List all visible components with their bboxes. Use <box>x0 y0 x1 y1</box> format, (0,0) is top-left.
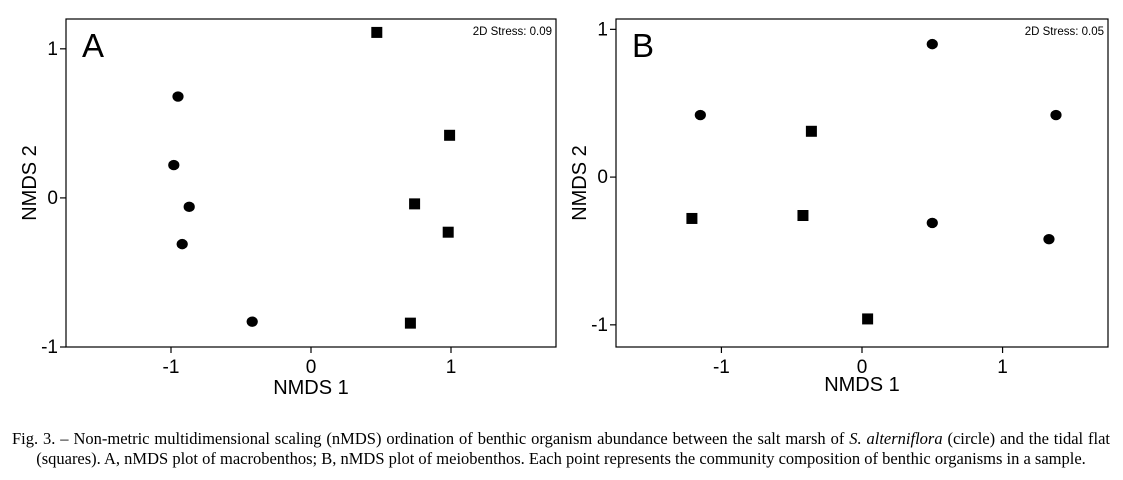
circle-point <box>246 316 258 327</box>
stress-label: 2D Stress: 0.05 <box>1025 26 1104 38</box>
square-point <box>797 210 809 222</box>
square-point <box>442 226 454 238</box>
circle-point <box>1050 109 1062 121</box>
square-point <box>371 26 383 38</box>
circle-point <box>926 217 938 229</box>
caption-text-end: (circle) and the tidal flat (squares). A… <box>36 428 1111 468</box>
square-point <box>686 212 698 224</box>
circle-point <box>172 91 184 102</box>
figure-caption: Fig. 3. – Non-metric multidimensional sc… <box>12 429 1110 469</box>
circle-point <box>1043 233 1055 245</box>
circle-point <box>926 38 938 50</box>
circle-point <box>183 201 195 213</box>
figure: -1 0 1 -1 0 1 A 2D Stress: 0.09 NMDS 1 NMDS 2 -1 0 1… <box>19 18 1109 399</box>
y-axis-label: NMDS 2 <box>19 145 41 221</box>
stress-label: 2D Stress: 0.09 <box>473 26 552 38</box>
panel-b: -1 0 1 -1 0 1 B 2D Stress: 0.05 NMDS 1 NMDS 2 <box>569 18 1109 396</box>
x-tick-label: -1 <box>163 357 180 378</box>
x-tick-label: 1 <box>997 357 1008 378</box>
square-point <box>805 125 817 137</box>
plot-frame <box>65 18 557 348</box>
plot-frame <box>615 18 1109 348</box>
square-point <box>444 129 456 141</box>
y-tick-label: 0 <box>47 188 58 209</box>
circle-point <box>694 109 706 121</box>
square-point <box>404 317 416 329</box>
circle-point <box>176 238 188 250</box>
caption-text-start: Fig. 3. – Non-metric multidimensional sc… <box>12 428 850 448</box>
x-tick-label: 0 <box>857 357 868 378</box>
square-point <box>862 313 874 325</box>
caption-species: S. alterniflora <box>849 428 943 448</box>
panel-label: B <box>632 27 654 64</box>
circle-point <box>168 159 180 171</box>
x-tick-label: -1 <box>713 357 730 378</box>
y-tick-label: 1 <box>597 19 608 40</box>
x-tick-label: 0 <box>306 357 317 378</box>
y-tick-label: -1 <box>591 315 608 336</box>
x-tick-label: 1 <box>446 357 457 378</box>
y-tick-label: 0 <box>597 167 608 188</box>
panel-label: A <box>82 27 104 64</box>
y-tick-label: -1 <box>41 337 58 358</box>
panel-a: -1 0 1 -1 0 1 A 2D Stress: 0.09 NMDS 1 NMDS 2 <box>19 18 557 399</box>
square-point <box>409 198 421 210</box>
y-axis-label: NMDS 2 <box>569 145 591 221</box>
y-tick-label: 1 <box>47 39 58 60</box>
x-axis-label: NMDS 1 <box>273 377 349 399</box>
x-axis-label: NMDS 1 <box>824 374 900 396</box>
